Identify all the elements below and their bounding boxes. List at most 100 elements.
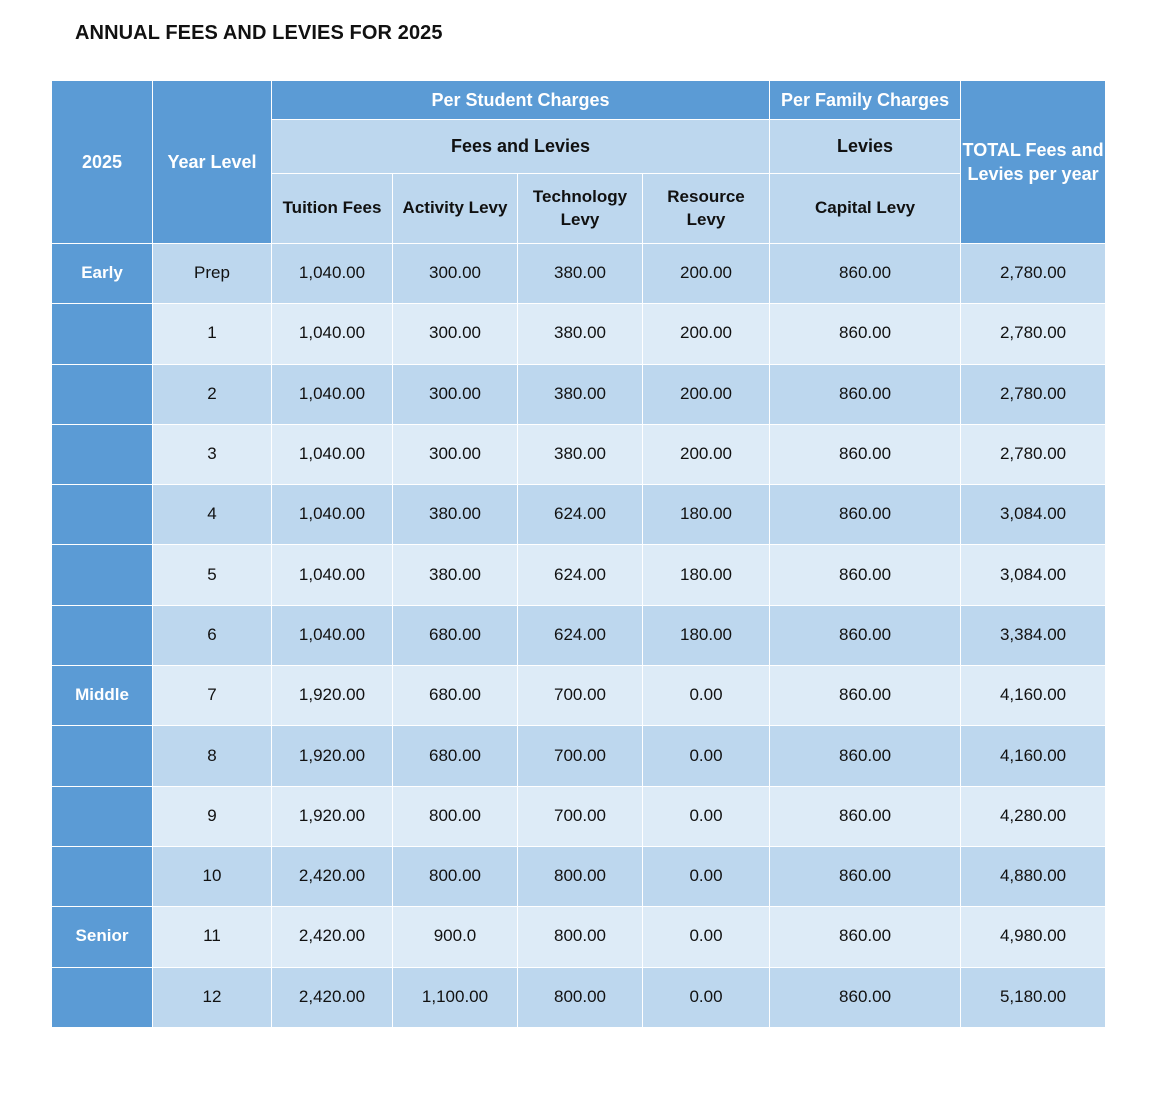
- table-row: 9 1,920.00 800.00 700.00 0.00 860.00 4,280.00: [51, 785, 1107, 847]
- table-header: 2025 Year Level Per Student Charges Per …: [51, 80, 1107, 244]
- header-resource-levy: Resource Levy: [641, 173, 771, 244]
- row-group-label: [51, 303, 153, 365]
- cell-technology: 624.00: [517, 604, 643, 667]
- cell-level: 12: [152, 966, 272, 1028]
- cell-tuition: 1,040.00: [271, 423, 393, 486]
- cell-tuition: 2,420.00: [271, 906, 393, 968]
- row-group-label: [51, 363, 153, 425]
- cell-capital: 860.00: [769, 303, 962, 365]
- cell-resource: 0.00: [641, 966, 771, 1028]
- cell-activity: 300.00: [392, 423, 518, 486]
- cell-tuition: 1,040.00: [271, 242, 393, 305]
- table-row: 5 1,040.00 380.00 624.00 180.00 860.00 3,084.0…: [51, 544, 1107, 606]
- cell-level: 10: [152, 845, 272, 908]
- table-row: 4 1,040.00 380.00 624.00 180.00 860.00 3,084.0…: [51, 484, 1107, 546]
- cell-resource: 0.00: [641, 845, 771, 908]
- header-year: 2025: [51, 80, 153, 244]
- header-technology-levy: Technology Levy: [517, 173, 643, 244]
- cell-total: 3,084.00: [960, 484, 1107, 546]
- cell-technology: 624.00: [517, 484, 643, 546]
- cell-total: 4,160.00: [960, 665, 1107, 727]
- cell-total: 3,384.00: [960, 604, 1107, 667]
- row-group-label: [51, 423, 153, 486]
- cell-level: 6: [152, 604, 272, 667]
- cell-tuition: 1,040.00: [271, 363, 393, 425]
- header-tuition-fees: Tuition Fees: [271, 173, 393, 244]
- table-row: 10 2,420.00 800.00 800.00 0.00 860.00 4,880.00: [51, 845, 1107, 908]
- cell-technology: 800.00: [517, 906, 643, 968]
- cell-capital: 860.00: [769, 544, 962, 606]
- table-row: 12 2,420.00 1,100.00 800.00 0.00 860.00 5,180.…: [51, 966, 1107, 1028]
- cell-total: 2,780.00: [960, 423, 1107, 486]
- cell-activity: 300.00: [392, 242, 518, 305]
- cell-total: 5,180.00: [960, 966, 1107, 1028]
- cell-tuition: 2,420.00: [271, 845, 393, 908]
- table-row: Early Prep 1,040.00 300.00 380.00 200.00 860.0…: [51, 242, 1107, 305]
- header-activity-levy: Activity Levy: [392, 173, 518, 244]
- cell-level: 4: [152, 484, 272, 546]
- row-group-label: [51, 725, 153, 787]
- cell-capital: 860.00: [769, 484, 962, 546]
- cell-activity: 300.00: [392, 303, 518, 365]
- row-group-label: Middle: [51, 665, 153, 727]
- cell-total: 2,780.00: [960, 363, 1107, 425]
- table-row: 3 1,040.00 300.00 380.00 200.00 860.00 2,780.0…: [51, 423, 1107, 486]
- cell-tuition: 1,040.00: [271, 544, 393, 606]
- cell-activity: 800.00: [392, 785, 518, 847]
- cell-activity: 380.00: [392, 544, 518, 606]
- table-row: Middle 7 1,920.00 680.00 700.00 0.00 860.00 4,1…: [51, 665, 1107, 727]
- header-levies: Levies: [769, 119, 962, 174]
- cell-activity: 1,100.00: [392, 966, 518, 1028]
- cell-tuition: 1,920.00: [271, 725, 393, 787]
- cell-total: 4,160.00: [960, 725, 1107, 787]
- table-row: 2 1,040.00 300.00 380.00 200.00 860.00 2,780.0…: [51, 363, 1107, 425]
- cell-technology: 700.00: [517, 665, 643, 727]
- cell-activity: 300.00: [392, 363, 518, 425]
- cell-total: 4,980.00: [960, 906, 1107, 968]
- table-row: 1 1,040.00 300.00 380.00 200.00 860.00 2,780.0…: [51, 303, 1107, 365]
- cell-level: 9: [152, 785, 272, 847]
- cell-total: 2,780.00: [960, 303, 1107, 365]
- cell-level: 2: [152, 363, 272, 425]
- cell-resource: 200.00: [641, 303, 771, 365]
- cell-level: 7: [152, 665, 272, 727]
- cell-activity: 680.00: [392, 604, 518, 667]
- row-group-label: [51, 785, 153, 847]
- row-group-label: Early: [51, 242, 153, 305]
- table-row: Senior 11 2,420.00 900.0 800.00 0.00 860.00 4,9…: [51, 906, 1107, 968]
- cell-capital: 860.00: [769, 845, 962, 908]
- row-group-label: [51, 604, 153, 667]
- cell-activity: 680.00: [392, 665, 518, 727]
- cell-resource: 0.00: [641, 785, 771, 847]
- cell-resource: 0.00: [641, 725, 771, 787]
- header-year-level: Year Level: [152, 80, 272, 244]
- document-title: ANNUAL FEES AND LEVIES FOR 2025: [75, 22, 443, 44]
- row-group-label: Senior: [51, 906, 153, 968]
- table-body: Early Prep 1,040.00 300.00 380.00 200.00 860.0…: [51, 242, 1107, 1028]
- cell-resource: 200.00: [641, 423, 771, 486]
- header-per-student-charges: Per Student Charges: [270, 80, 771, 120]
- cell-resource: 200.00: [641, 363, 771, 425]
- header-capital-levy: Capital Levy: [769, 173, 962, 244]
- row-group-label: [51, 544, 153, 606]
- cell-activity: 800.00: [392, 845, 518, 908]
- cell-total: 3,084.00: [960, 544, 1107, 606]
- cell-technology: 624.00: [517, 544, 643, 606]
- cell-total: 2,780.00: [960, 242, 1107, 305]
- cell-resource: 180.00: [641, 484, 771, 546]
- cell-technology: 380.00: [517, 363, 643, 425]
- cell-resource: 0.00: [641, 665, 771, 727]
- cell-capital: 860.00: [769, 906, 962, 968]
- cell-capital: 860.00: [769, 725, 962, 787]
- cell-technology: 800.00: [517, 845, 643, 908]
- cell-technology: 380.00: [517, 423, 643, 486]
- row-group-label: [51, 966, 153, 1028]
- cell-technology: 700.00: [517, 725, 643, 787]
- header-total: TOTAL Fees and Levies per year: [960, 80, 1107, 244]
- cell-level: 3: [152, 423, 272, 486]
- cell-level: 5: [152, 544, 272, 606]
- table-row: 6 1,040.00 680.00 624.00 180.00 860.00 3,384.0…: [51, 604, 1107, 667]
- cell-resource: 200.00: [641, 242, 771, 305]
- header-per-family-charges: Per Family Charges: [769, 80, 962, 120]
- cell-capital: 860.00: [769, 604, 962, 667]
